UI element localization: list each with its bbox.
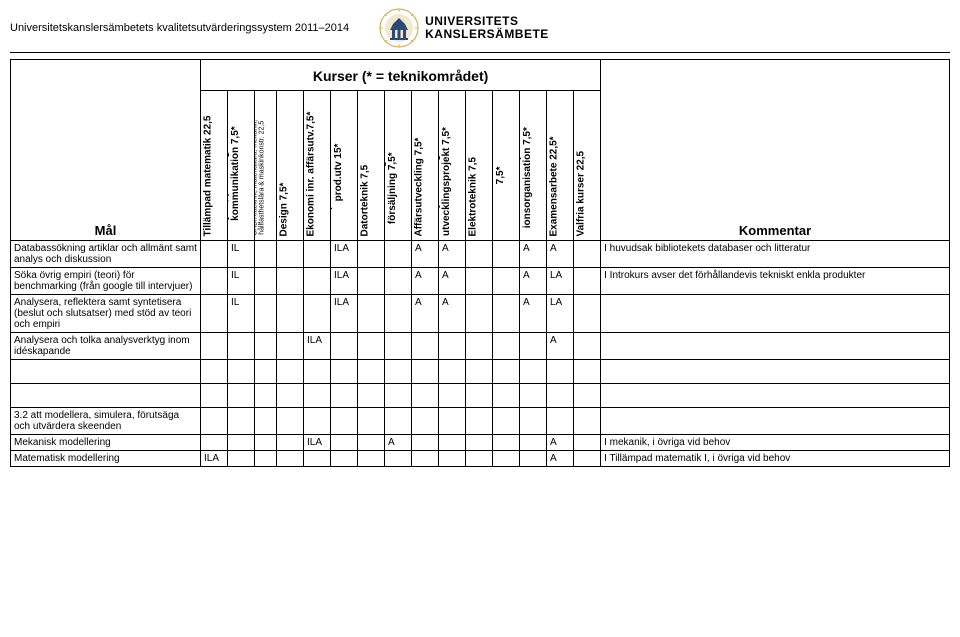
col-head: Projektledning inrutvecklingsprojekt 7,5… [439,91,466,241]
table-row: Mekanisk modellering ILA A A I mekanik, … [11,435,950,451]
col-head: Tillämpad matematik 22,5 [201,91,228,241]
logo-emblem-icon [379,8,419,48]
goal-cell: Mekanisk modellering [11,435,201,451]
col-head: Ekonomi inr. affärsutv.7,5* [304,91,331,241]
goal-cell: Analysera och tolka analysverktyg inom i… [11,333,201,360]
comment-cell: I huvudsak bibliotekets databaser och li… [601,241,950,268]
table-header-row: Mål Tillämpad matematik 22,5 Projekt, pe… [11,91,950,241]
table-row: Databassökning artiklar och allmänt samt… [11,241,950,268]
table-row: Söka övrig empiri (teori) för benchmarki… [11,268,950,295]
page-header: Universitetskanslersämbetets kvalitetsut… [10,8,950,53]
section-heading: 3.2 att modellera, simulera, förutsäga o… [11,408,201,435]
section-title: Kurser (* = teknikområdet) [204,62,597,88]
col-head: CAD/Ritteknik, materiallära, mekanik,hål… [255,91,277,241]
table-row: Matematisk modellering ILA A I Tillämpad… [11,451,950,467]
table-row: Analysera, reflektera samt syntetisera (… [11,295,950,333]
table-title-row: Kurser (* = teknikområdet) [11,60,950,91]
logo-text: UNIVERSITETS KANSLERSÄMBETE [425,15,549,41]
goal-header: Mål [11,91,201,241]
col-head: Elektroteknik 7,5 [466,91,493,241]
table-row: Analysera och tolka analysverktyg inom i… [11,333,950,360]
comment-cell: I mekanik, i övriga vid behov [601,435,950,451]
comment-header: Kommentar [601,91,950,241]
col-head: Marknadsföring ochförsäljning 7,5* [385,91,412,241]
col-head: Immaterial- och avtalsrätt7,5* [493,91,520,241]
goal-cell: Söka övrig empiri (teori) för benchmarki… [11,268,201,295]
col-head: Projekt, personlig utv. ochkommunikation… [228,91,255,241]
col-head: Valfria kurser 22,5 [574,91,601,241]
goal-cell: Analysera, reflektera samt syntetisera (… [11,295,201,333]
spacer-row [11,384,950,408]
comment-cell: I Introkurs avser det förhållandevis tek… [601,268,950,295]
col-head: Produktion och produkt-ionsorganisation … [520,91,547,241]
course-matrix-table: Kurser (* = teknikområdet) Mål Tillämpad… [10,59,950,467]
col-head: Affärsutveckling 7,5* [412,91,439,241]
system-title: Universitetskanslersämbetets kvalitetsut… [10,22,379,34]
logo-text-line2: KANSLERSÄMBETE [425,27,549,41]
spacer-row [11,360,950,384]
comment-cell: I Tillämpad matematik I, i övriga vid be… [601,451,950,467]
col-head: Lean prod.utv. med hållbarprod.utv 15* [331,91,358,241]
section-heading-row: 3.2 att modellera, simulera, förutsäga o… [11,408,950,435]
logo: UNIVERSITETS KANSLERSÄMBETE [379,8,549,48]
col-head: Examensarbete 22,5* [547,91,574,241]
col-head: Datorteknik 7,5 [358,91,385,241]
logo-text-line1: UNIVERSITETS [425,14,518,28]
goal-cell: Matematisk modellering [11,451,201,467]
goal-cell: Databassökning artiklar och allmänt samt… [11,241,201,268]
comment-cell [601,295,950,333]
comment-cell [601,333,950,360]
col-head: Design 7,5* [277,91,304,241]
